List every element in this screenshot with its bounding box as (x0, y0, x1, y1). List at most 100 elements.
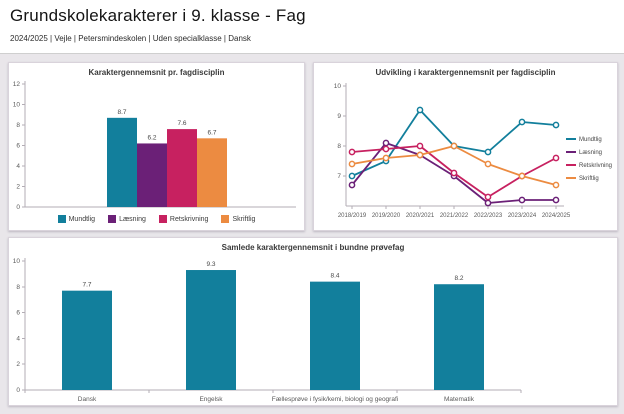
y-tick-label: 0 (16, 387, 20, 394)
data-point-Skriftlig[interactable] (382, 154, 390, 162)
bar-Matematik[interactable] (434, 284, 484, 390)
bar-value-label: 7.6 (177, 120, 186, 127)
bar-Fællesprøve i fysik/kemi, biologi og geografi[interactable] (310, 281, 360, 390)
data-point-Skriftlig[interactable] (552, 181, 560, 189)
bar-value-label: 8.4 (330, 273, 339, 280)
x-tick-label: 2021/2022 (440, 213, 469, 219)
legend-swatch (221, 215, 230, 223)
legend-label: Mundtlig (579, 137, 602, 143)
chart-title-provefag: Samlede karaktergennemsnit i bundne prøv… (221, 243, 405, 252)
x-category-label: Engelsk (199, 396, 223, 403)
legend-item-Retskrivning[interactable]: Retskrivning (158, 215, 209, 223)
bar-value-label: 6.7 (207, 129, 216, 136)
data-point-Skriftlig[interactable] (348, 160, 356, 168)
data-point-Læsning[interactable] (348, 181, 356, 189)
bar-value-label: 8.7 (117, 109, 126, 116)
x-tick-label: 2020/2021 (406, 213, 435, 219)
data-point-Retskrivning[interactable] (552, 154, 560, 162)
data-point-Retskrivning[interactable] (382, 145, 390, 153)
legend-item-Skriftlig[interactable]: Skriftlig (221, 215, 255, 223)
dashboard-canvas: Karaktergennemsnit pr. fagdisciplin 0 2 4 6… (0, 54, 624, 414)
y-tick-label: 7 (337, 173, 341, 180)
panel-udvikling-fagdisciplin: Udvikling i karaktergennemsnit per fagdi… (313, 62, 618, 231)
y-tick-label: 0 (16, 204, 20, 211)
bar-Læsning[interactable] (137, 143, 167, 207)
x-category-label: Fællesprøve i fysik/kemi, biologi og geo… (272, 396, 398, 403)
data-point-Læsning[interactable] (382, 139, 390, 147)
y-tick-label: 10 (13, 102, 21, 109)
x-tick-label: 2018/2019 (338, 213, 367, 219)
legend-item-Retskrivning[interactable]: Retskrivning (566, 163, 612, 169)
y-tick-label: 12 (13, 81, 21, 88)
bar-value-label: 9.3 (206, 261, 215, 268)
bar-chart-provefag[interactable]: 0 2 4 6 8 10 7.7 Dansk 9.3 Engelsk 8.4 Fællesprøve … (9, 253, 617, 405)
legend-swatch (57, 215, 66, 223)
y-tick-label: 6 (16, 143, 20, 150)
data-point-Læsning[interactable] (552, 196, 560, 204)
x-tick-label: 2022/2023 (474, 213, 503, 219)
bar-Dansk[interactable] (62, 290, 112, 390)
bar-Retskrivning[interactable] (167, 129, 197, 207)
y-tick-label: 2 (16, 184, 20, 191)
legend-item-Skriftlig[interactable]: Skriftlig (566, 176, 599, 182)
data-point-Mundtlig[interactable] (552, 121, 560, 129)
y-tick-label: 8 (16, 284, 20, 291)
bar-value-label: 6.2 (147, 134, 156, 141)
y-tick-label: 4 (16, 335, 20, 342)
legend-label: Retskrivning (579, 163, 612, 169)
y-tick-label: 4 (16, 163, 20, 170)
panel-bundne-provefag: Samlede karaktergennemsnit i bundne prøv… (8, 237, 618, 406)
legend-item-Mundtlig[interactable]: Mundtlig (57, 215, 96, 223)
legend-item-Læsning[interactable]: Læsning (566, 150, 602, 156)
data-point-Retskrivning[interactable] (450, 169, 458, 177)
data-point-Læsning[interactable] (484, 199, 492, 207)
y-tick-label: 2 (16, 361, 20, 368)
fagdisciplin-legend: Mundtlig Læsning Retskrivning Skriftlig (9, 215, 304, 223)
line-chart-udvikling[interactable]: 7 8 9 10 2018/2019 2019/2020 2020/2021 2021/202… (314, 78, 617, 226)
data-point-Skriftlig[interactable] (450, 142, 458, 150)
legend-label: Læsning (119, 215, 146, 223)
data-point-Læsning[interactable] (518, 196, 526, 204)
data-point-Mundtlig[interactable] (416, 106, 424, 114)
legend-label: Mundtlig (68, 215, 96, 223)
bar-value-label: 8.2 (454, 275, 463, 282)
legend-swatch (108, 215, 117, 223)
y-tick-label: 9 (337, 113, 341, 120)
legend-label: Skriftlig (579, 176, 599, 182)
x-tick-label: 2024/2025 (542, 213, 571, 219)
legend-item-Læsning[interactable]: Læsning (108, 215, 146, 223)
data-point-Skriftlig[interactable] (484, 160, 492, 168)
page-title: Grundskolekarakterer i 9. klasse - Fag (10, 6, 306, 25)
bar-chart-fagdisciplin[interactable]: 0 2 4 6 8 10 12 8.7 6.2 7.6 6.7 (9, 78, 304, 212)
bar-value-label: 7.7 (82, 282, 91, 289)
legend-swatch (158, 215, 167, 223)
bar-Mundtlig[interactable] (107, 117, 137, 207)
legend-label: Læsning (579, 150, 602, 156)
chart-title-udvikling: Udvikling i karaktergennemsnit per fagdi… (375, 68, 556, 77)
x-category-label: Matematik (444, 396, 475, 403)
y-tick-label: 6 (16, 310, 20, 317)
data-point-Retskrivning[interactable] (348, 148, 356, 156)
data-point-Mundtlig[interactable] (348, 172, 356, 180)
legend-item-Mundtlig[interactable]: Mundtlig (566, 137, 602, 143)
x-category-label: Dansk (78, 396, 97, 403)
panel-karaktergennemsnit-fagdisciplin: Karaktergennemsnit pr. fagdisciplin 0 2 4 6… (8, 62, 305, 231)
bar-Engelsk[interactable] (186, 270, 236, 390)
legend-label: Skriftlig (232, 215, 256, 223)
data-point-Mundtlig[interactable] (484, 148, 492, 156)
x-tick-label: 2019/2020 (372, 213, 401, 219)
legend-label: Retskrivning (169, 215, 209, 223)
data-point-Retskrivning[interactable] (416, 142, 424, 150)
y-tick-label: 8 (337, 143, 341, 150)
y-tick-label: 10 (13, 258, 21, 265)
y-tick-label: 10 (334, 83, 342, 90)
data-point-Retskrivning[interactable] (484, 193, 492, 201)
page-header: Grundskolekarakterer i 9. klasse - Fag 2… (0, 0, 624, 54)
data-point-Mundtlig[interactable] (518, 118, 526, 126)
x-tick-label: 2023/2024 (508, 213, 537, 219)
bar-Skriftlig[interactable] (197, 138, 227, 207)
chart-title-fagdisciplin: Karaktergennemsnit pr. fagdisciplin (88, 68, 225, 77)
data-point-Skriftlig[interactable] (416, 151, 424, 159)
data-point-Skriftlig[interactable] (518, 172, 526, 180)
